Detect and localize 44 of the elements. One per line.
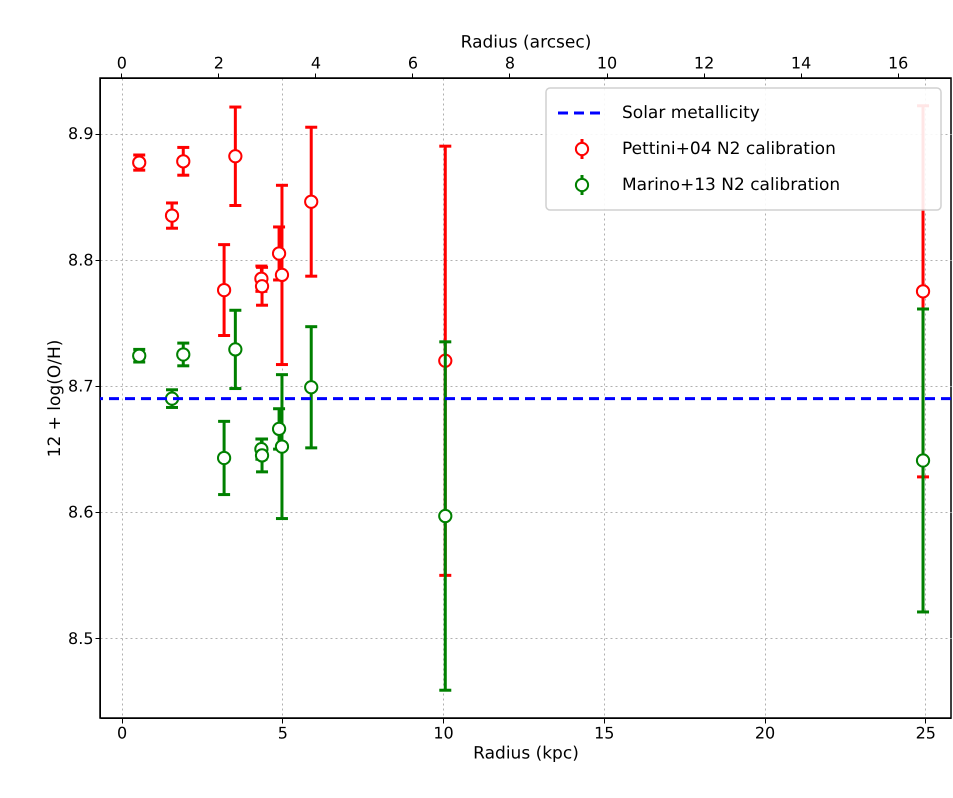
x2-tick-label: 6: [408, 54, 418, 72]
point: [438, 508, 452, 524]
x2-tick-label: 4: [310, 54, 322, 72]
point: [916, 453, 930, 468]
y-tick-label: 8.6: [68, 502, 94, 522]
y-tick-label: 8.8: [68, 250, 94, 270]
point: [228, 342, 242, 357]
legend-label: Marino+13 N2 calibration: [622, 175, 840, 195]
legend-label: Pettini+04 N2 calibration: [622, 139, 836, 159]
point: [916, 284, 930, 298]
point: [274, 439, 290, 454]
point: [304, 194, 318, 209]
y-tick-label: 8.9: [68, 124, 94, 144]
x-tick-label: 25: [916, 724, 936, 742]
point: [274, 268, 290, 282]
y-tick-label: 8.5: [68, 628, 94, 648]
x-tick-label: 0: [116, 724, 128, 742]
x-tick-label: 10: [433, 724, 454, 742]
point: [272, 422, 286, 436]
x2-tick-label: 16: [888, 54, 908, 72]
point: [176, 347, 190, 362]
x2-tick-label: 10: [596, 54, 618, 72]
point: [254, 279, 270, 294]
point: [216, 450, 232, 466]
point: [228, 149, 242, 164]
x2-axis-title: Radius (arcsec): [460, 32, 592, 52]
x-tick-label: 5: [278, 724, 288, 742]
y-axis-title: 12 + log(O/H): [45, 340, 66, 458]
x-tick-label: 15: [594, 724, 614, 742]
point: [176, 154, 190, 168]
legend-label: Solar metallicity: [622, 103, 760, 123]
point: [304, 380, 318, 394]
x2-tick-label: 2: [214, 54, 224, 72]
x-tick-label: 20: [754, 724, 776, 742]
x2-tick-label: 12: [694, 54, 714, 72]
point: [272, 246, 286, 261]
y-tick-label: 8.7: [68, 376, 94, 396]
x2-tick-label: 0: [116, 54, 127, 72]
point: [254, 448, 270, 463]
x2-tick-label: 14: [790, 54, 812, 72]
x2-tick-label: 8: [504, 54, 516, 72]
point: [164, 208, 180, 223]
x-axis-title: Radius (kpc): [473, 744, 579, 764]
point: [216, 282, 232, 298]
